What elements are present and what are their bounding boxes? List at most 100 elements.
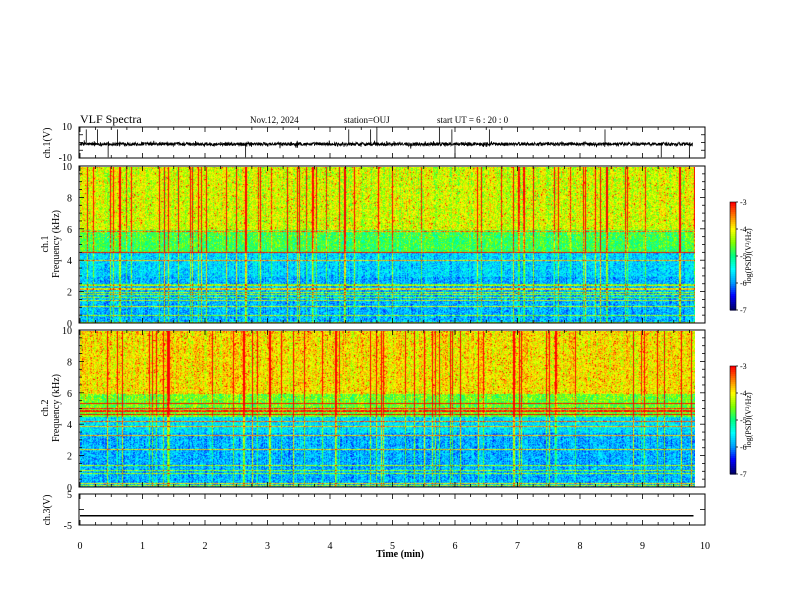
ch1-colorbar-cell (730, 240, 736, 243)
ch1-waveform-panel: 10 -10 ch.1(V) (42, 122, 706, 164)
ch2-colorbar-cell (730, 426, 736, 429)
ch1-colorbar-cell (730, 202, 736, 205)
x-tick-label-2: 2 (203, 541, 208, 552)
ch1-ytick-top: 10 (62, 122, 72, 133)
ch1-colorbar-tick-label--5: -5 (740, 252, 747, 261)
station-label: station=OUJ (344, 115, 390, 125)
ch1-colorbar-label: log(PSD)(V²/Hz) (744, 228, 753, 284)
ch1-colorbar-cell (730, 262, 736, 265)
ch2-colorbar-tick-label--5: -5 (740, 416, 747, 425)
ch2-spectrogram-panel: 0 2 4 6 8 10 ch.2 Frequency (kHz) -3 -4 -5 -6 -7 l… (40, 326, 753, 494)
date-label: Nov.12, 2024 (250, 115, 299, 125)
ch2-colorbar-tick-label--6: -6 (740, 443, 747, 452)
ch2-spec-ylabel-frequency: Frequency (kHz) (51, 374, 62, 442)
ch1-ytick-bottom: -10 (59, 153, 72, 164)
ch1-spec-y-tick-label-0: 0 (67, 319, 72, 330)
ch2-spec-y-tick-label-0: 0 (67, 483, 72, 494)
ch1-colorbar-tick-label--4: -4 (740, 225, 747, 234)
ch2-spec-y-tick-label-6: 6 (67, 389, 72, 400)
ch3-y-tick-label-5: 5 (67, 490, 72, 501)
ch2-colorbar-cell (730, 402, 736, 405)
ch2-colorbar-cell (730, 448, 736, 451)
ch1-colorbar-cell (730, 210, 736, 213)
ch2-colorbar-cell (730, 390, 736, 393)
ch1-colorbar-cell (730, 222, 736, 225)
ch1-colorbar-cell (730, 304, 736, 307)
ch1-spec-y-tick-label-8: 8 (67, 193, 72, 204)
ch2-colorbar-tick-label--4: -4 (740, 389, 747, 398)
ch2-colorbar-label: log(PSD)(V²/Hz) (744, 392, 753, 448)
ch2-colorbar-cell (730, 422, 736, 425)
ch2-colorbar-cell (730, 370, 736, 373)
ch1-spec-y-tick-label-6: 6 (67, 225, 72, 236)
ch1-colorbar-cell (730, 244, 736, 247)
ch2-colorbar-cell (730, 442, 736, 445)
ch2-spec-y-tick-label-8: 8 (67, 357, 72, 368)
ch2-colorbar-cell (730, 392, 736, 395)
ch1-colorbar-cell (730, 302, 736, 305)
ch1-colorbar-tick-label--6: -6 (740, 279, 747, 288)
ch1-spectrogram-image (80, 167, 695, 323)
ch2-colorbar-cell (730, 418, 736, 421)
ch1-colorbar-cell (730, 250, 736, 253)
ch2-colorbar-cell (730, 378, 736, 381)
ch1-colorbar-cell (730, 276, 736, 279)
ch1-colorbar-cell (730, 212, 736, 215)
ch2-colorbar-cell (730, 438, 736, 441)
ch2-spectrogram-image (80, 331, 695, 487)
ch2-colorbar-cell (730, 416, 736, 419)
ch1-spectrogram-panel: 0 2 4 6 8 10 ch.1 Frequency (kHz) -3 -4 -5 -6 -7 l… (40, 162, 753, 330)
ch2-colorbar-cell (730, 446, 736, 449)
ch1-colorbar-cell (730, 204, 736, 207)
ch1-colorbar-cell (730, 220, 736, 223)
start-time-label: start UT = 6 : 20 : 0 (437, 115, 509, 125)
ch1-colorbar-cell (730, 286, 736, 289)
ch2-colorbar-cell (730, 404, 736, 407)
ch2-colorbar-cell (730, 432, 736, 435)
ch1-colorbar-cell (730, 234, 736, 237)
ch1-waveform-trace (79, 129, 693, 158)
ch1-spec-ylabel-frequency: Frequency (kHz) (51, 210, 62, 278)
ch1-colorbar-cell (730, 214, 736, 217)
ch2-colorbar-cell (730, 460, 736, 463)
ch2-colorbar-cell (730, 398, 736, 401)
ch1-colorbar-cell (730, 288, 736, 291)
ch2-colorbar-cell (730, 372, 736, 375)
ch1-colorbar-cell (730, 252, 736, 255)
ch1-colorbar-tick-label--3: -3 (740, 198, 747, 207)
ch1-colorbar-cell (730, 272, 736, 275)
ch2-colorbar-cell (730, 470, 736, 473)
ch2-colorbar-cell (730, 466, 736, 469)
time-axis-ticks (79, 127, 706, 525)
ch2-colorbar-cell (730, 414, 736, 417)
x-tick-label-3: 3 (265, 541, 270, 552)
ch2-colorbar-cell (730, 394, 736, 397)
ch1-colorbar-cell (730, 274, 736, 277)
ch2-colorbar-tick-label--3: -3 (740, 362, 747, 371)
ch3-waveform-frame (78, 493, 706, 526)
ch1-colorbar-cell (730, 206, 736, 209)
x-tick-label-8: 8 (578, 541, 583, 552)
ch1-colorbar-cell (730, 268, 736, 271)
ch2-colorbar-cell (730, 440, 736, 443)
ch2-colorbar-cell (730, 468, 736, 471)
ch1-colorbar-cell (730, 236, 736, 239)
x-tick-label-4: 4 (328, 541, 333, 552)
ch1-colorbar-cell (730, 270, 736, 273)
ch3-y-tick-label--5: -5 (64, 521, 72, 532)
ch2-colorbar-cell (730, 374, 736, 377)
ch2-spec-y-tick-label-10: 10 (62, 326, 72, 337)
x-tick-label-6: 6 (453, 541, 458, 552)
ch2-colorbar-cell (730, 464, 736, 467)
ch2-colorbar-cell (730, 430, 736, 433)
ch1-colorbar-cell (730, 280, 736, 283)
ch1-colorbar-cell (730, 218, 736, 221)
ch1-colorbar-cell (730, 238, 736, 241)
ch1-colorbar-cell (730, 298, 736, 301)
time-axis-tick-labels: 0 1 2 3 4 5 6 7 8 9 10 (78, 541, 711, 552)
ch2-spec-ylabel-channel: ch.2 (40, 400, 51, 417)
ch2-colorbar-cell (730, 420, 736, 423)
ch3-ylabel: ch.3(V) (42, 495, 53, 526)
ch2-colorbar-cell (730, 424, 736, 427)
ch1-colorbar-cell (730, 248, 736, 251)
